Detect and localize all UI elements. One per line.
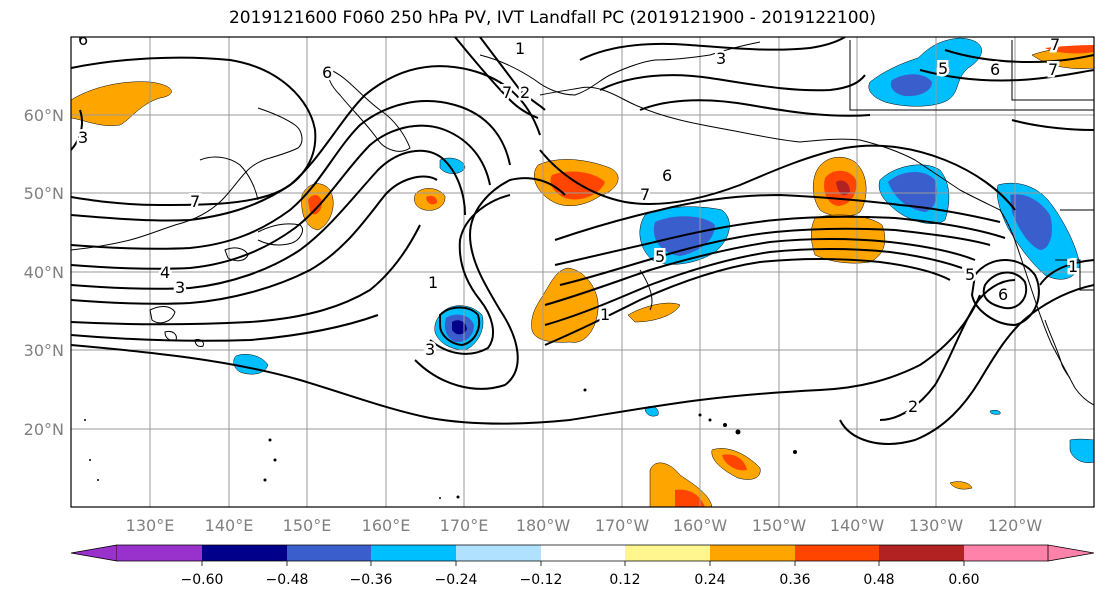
- colorbar-segment: [456, 545, 541, 561]
- contour-label: 1: [428, 273, 438, 292]
- colorbar-segment: [879, 545, 964, 561]
- colorbar-segment: [202, 545, 287, 561]
- colorbar-segment: [371, 545, 456, 561]
- colorbar-segment: [964, 545, 1048, 561]
- colorbar-tick-label: 0.36: [779, 572, 810, 588]
- lat-label: 40°N: [24, 263, 64, 282]
- colorbar-segment: [795, 545, 879, 561]
- contour-label: 3: [78, 128, 88, 147]
- lat-label: 20°N: [24, 420, 64, 439]
- contour-label: 7: [1050, 35, 1060, 54]
- contour-label: 4: [160, 263, 170, 282]
- colorbar-tick-label: 0.24: [694, 572, 725, 588]
- contour-label: 6: [662, 166, 672, 185]
- contour-label: 2: [908, 397, 918, 416]
- lon-label: 160°W: [673, 516, 728, 535]
- longitude-labels: 130°E 140°E 150°E 160°E 170°E 180°W 170°…: [126, 516, 1043, 535]
- anomaly-shading: [71, 37, 1094, 507]
- contour-label: 3: [716, 49, 726, 68]
- colorbar-arrow-right: [1047, 544, 1095, 562]
- contour-label: 1: [600, 305, 610, 324]
- contour-label: 5: [965, 265, 975, 284]
- contour-label: 5: [655, 247, 665, 266]
- lon-label: 170°W: [595, 516, 650, 535]
- contour-label: 6: [78, 30, 88, 49]
- colorbar-tick-label: −0.24: [435, 572, 478, 588]
- lon-label: 130°W: [909, 516, 964, 535]
- colorbar: −0.60 −0.48 −0.36 −0.24 −0.12 0.12 0.24 …: [70, 544, 1095, 588]
- contour-label: 7: [190, 192, 200, 211]
- contour-label: 3: [425, 340, 435, 359]
- lon-label: 150°E: [283, 516, 332, 535]
- contour-label: 3: [175, 278, 185, 297]
- colorbar-tick-label: 0.60: [948, 572, 979, 588]
- colorbar-segment: [117, 545, 202, 561]
- contour-label: 7: [640, 185, 650, 204]
- contour-label: 1: [515, 39, 525, 58]
- lat-label: 30°N: [24, 341, 64, 360]
- lon-label: 170°E: [440, 516, 489, 535]
- colorbar-tick-label: −0.36: [350, 572, 393, 588]
- contour-label: 1: [1068, 257, 1078, 276]
- contour-label: 5: [938, 59, 948, 78]
- colorbar-segment: [710, 545, 795, 561]
- lon-label: 180°W: [516, 516, 571, 535]
- lon-label: 130°E: [126, 516, 175, 535]
- colorbar-tick-label: −0.48: [266, 572, 309, 588]
- lat-label: 50°N: [24, 184, 64, 203]
- contour-label: 2: [520, 83, 530, 102]
- colorbar-segment: [287, 545, 371, 561]
- lon-label: 160°E: [362, 516, 411, 535]
- gridlines: [71, 37, 1094, 507]
- lon-label: 120°W: [988, 516, 1043, 535]
- contour-lines: [71, 37, 1094, 445]
- contour-label: 6: [990, 60, 1000, 79]
- latitude-labels: 60°N 50°N 40°N 30°N 20°N: [24, 106, 64, 439]
- contour-label: 6: [998, 285, 1008, 304]
- colorbar-tick-label: 0.48: [863, 572, 894, 588]
- coastlines: [71, 40, 1094, 406]
- lat-label: 60°N: [24, 106, 64, 125]
- colorbar-tick-label: −0.12: [520, 572, 563, 588]
- lon-label: 140°W: [830, 516, 885, 535]
- colorbar-segment: [541, 545, 625, 561]
- contour-label: 6: [322, 63, 332, 82]
- chart-title: 2019121600 F060 250 hPa PV, IVT Landfall…: [228, 8, 876, 28]
- colorbar-tick-label: 0.12: [609, 572, 640, 588]
- colorbar-segment: [625, 545, 710, 561]
- colorbar-tick-label: −0.60: [181, 572, 224, 588]
- lon-label: 140°E: [205, 516, 254, 535]
- map-border: [70, 36, 1095, 508]
- contour-labels: 6 1 3 7 2 7 3 5 6 7 6 7 7 4 3 1 5 1 5 6 …: [76, 30, 1081, 419]
- colorbar-arrow-left: [70, 544, 118, 562]
- lon-label: 150°W: [752, 516, 807, 535]
- contour-label: 7: [1048, 60, 1058, 79]
- islands: [84, 388, 797, 499]
- contour-label: 7: [502, 83, 512, 102]
